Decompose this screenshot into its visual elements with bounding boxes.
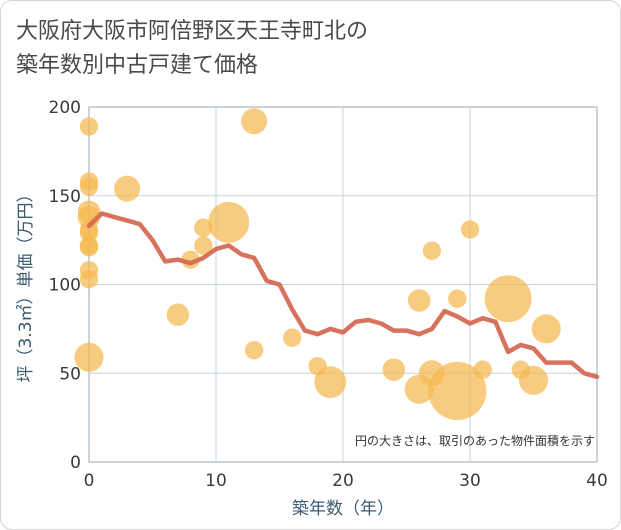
bubble-point (79, 177, 99, 197)
bubble-point (208, 201, 250, 243)
chart-title-line-2: 築年数別中古戸建て価格 (16, 53, 259, 78)
x-axis-ticks: 0 10 20 30 40 (84, 471, 608, 491)
x-tick-label: 0 (84, 471, 95, 491)
bubble-point (79, 238, 99, 257)
bubble-point (473, 360, 492, 379)
bubble-point (484, 275, 532, 323)
bubble-point (283, 328, 302, 347)
bubble-point (244, 340, 264, 360)
bubble-point (194, 236, 213, 255)
size-note: 円の大きさは、取引のあった物件面積を示す (355, 433, 595, 448)
y-tick-label: 150 (49, 187, 81, 207)
x-tick-label: 20 (332, 471, 354, 491)
x-tick-label: 40 (586, 471, 608, 491)
bubble-point (518, 365, 549, 395)
x-axis-label: 築年数（年） (292, 499, 394, 519)
bubble-point (428, 361, 487, 421)
y-axis-ticks: 0 50 100 150 200 (49, 98, 81, 473)
y-tick-label: 0 (70, 453, 81, 473)
bubble-point (407, 289, 431, 312)
y-axis-label: 坪（3.3㎡）単価（万円） (16, 185, 36, 382)
y-tick-label: 200 (49, 98, 81, 118)
bubble-point (531, 314, 561, 344)
bubble-point (74, 342, 104, 372)
x-tick-label: 30 (459, 471, 481, 491)
y-tick-label: 100 (49, 276, 81, 296)
bubble-point (382, 358, 406, 381)
bubble-point (79, 117, 99, 136)
bubble-point (422, 241, 442, 260)
bubble-point (181, 250, 200, 269)
chart-title-line-1: 大阪府大阪市阿倍野区天王寺町北の (16, 19, 369, 44)
y-tick-label: 50 (59, 364, 81, 384)
bubble-point (166, 303, 190, 326)
x-tick-label: 10 (205, 471, 227, 491)
bubble-point (241, 108, 268, 135)
bubble-point (460, 220, 480, 239)
bubble-point (314, 366, 347, 399)
chart-title: 大阪府大阪市阿倍野区天王寺町北の 築年数別中古戸建て価格 (16, 15, 368, 83)
bubble-point (448, 289, 467, 308)
bubble-point (79, 269, 99, 289)
average-price-line (86, 211, 600, 380)
average-line-series (86, 211, 600, 380)
bubble-point (194, 218, 213, 237)
bubble-point (114, 175, 141, 202)
